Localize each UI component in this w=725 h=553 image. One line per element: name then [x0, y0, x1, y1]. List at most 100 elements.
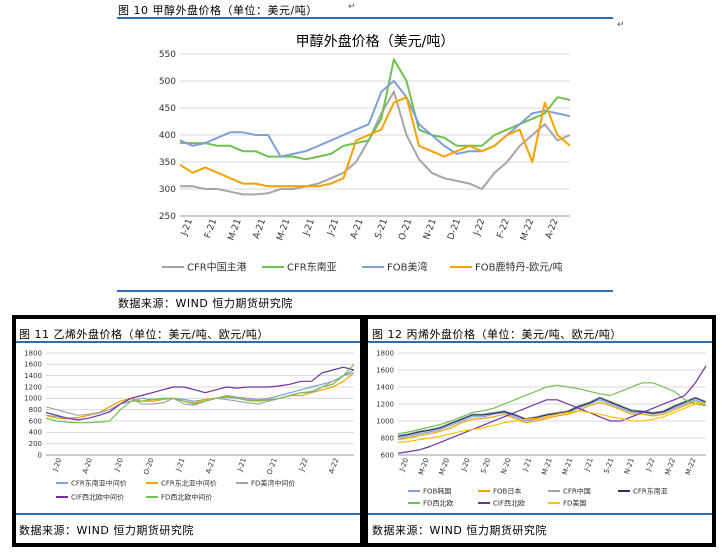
figure-10-caption: 图 10 甲醇外盘价格（单位：美元/吨） [118, 4, 318, 17]
x-tick-label: J-21 [174, 457, 186, 473]
x-tick-label: N-21 [623, 457, 636, 475]
y-tick-label: 800 [29, 406, 42, 414]
x-tick-label: A-20 [81, 457, 94, 475]
ethylene-chart: 0 200 400 600 800 1000 1200 1400 1600 1800 J-20 A-2… [24, 349, 355, 501]
x-tick-label: J-20 [112, 457, 124, 473]
x-tick-label: M-20 [438, 457, 451, 476]
legend-label: CFR东北亚中间价 [161, 478, 217, 487]
x-tick-label: M-20 [417, 457, 430, 476]
series-line [45, 372, 355, 420]
caption-underline [16, 341, 360, 343]
x-tick-label: J-21 [301, 218, 317, 238]
legend-label: FD美湾中间价 [251, 478, 295, 487]
y-tick-label: 600 [29, 417, 42, 425]
y-tick-label: 1200 [376, 400, 394, 408]
x-tick-label: M-21 [561, 457, 574, 476]
return-mark: ↵ [617, 20, 625, 30]
series-line [45, 363, 355, 424]
series-line [397, 396, 707, 437]
legend-label: CFR东南亚 [633, 486, 668, 495]
x-tick-label: N-21 [422, 218, 439, 242]
x-tick-label: J-21 [521, 457, 533, 473]
x-tick-label: J-22 [644, 457, 656, 473]
x-tick-label: M-22 [684, 457, 697, 476]
y-tick-label: 300 [159, 185, 176, 195]
y-tick-label: 400 [29, 429, 42, 437]
y-tick-label: 1600 [24, 361, 42, 369]
series-line [45, 366, 355, 421]
y-tick-label: 200 [29, 440, 42, 448]
y-tick-label: 1000 [24, 395, 42, 403]
y-tick-label: 1400 [376, 383, 394, 391]
x-tick-label: M-21 [540, 457, 553, 476]
series-line [397, 382, 707, 435]
figure-11-source: 数据来源：WIND 恒力期货研究院 [19, 524, 194, 537]
y-tick-label: 1800 [376, 349, 394, 357]
x-tick-label: A-21 [204, 457, 217, 475]
legend-label: FOB韩国 [423, 486, 451, 495]
series-line [179, 96, 571, 188]
series-line [180, 58, 571, 161]
legend-label: CIF西北欧中间价 [71, 492, 124, 501]
x-tick-label: O-20 [142, 457, 155, 476]
x-tick-label: J-21 [583, 457, 595, 473]
x-tick-label: O-21 [265, 457, 278, 476]
y-tick-label: 1400 [24, 372, 42, 380]
x-tick-label: J-21 [179, 218, 195, 238]
x-tick-label: J-21 [236, 457, 248, 473]
legend-label: CFR东南亚中间价 [71, 478, 127, 487]
x-tick-label: F-22 [496, 218, 512, 240]
x-tick-label: S-21 [374, 218, 390, 241]
x-tick-label: M-21 [275, 218, 292, 243]
y-tick-label: 550 [159, 50, 176, 60]
x-tick-label: N-20 [500, 457, 513, 475]
figure-12-frame [364, 315, 716, 547]
propylene-chart: 600 800 1000 1200 1400 1600 1800 J-20 M-20 M-20 J-… [376, 349, 707, 507]
legend-label: FD西北欧中间价 [161, 492, 212, 501]
caption-underline [117, 17, 613, 19]
legend-label: CIF西北欧 [493, 498, 525, 507]
figure-11-caption: 图 11 乙烯外盘价格（单位：美元/吨、欧元/吨） [19, 328, 269, 341]
caption-underline [368, 341, 712, 343]
source-line [368, 513, 712, 515]
y-tick-label: 1000 [376, 417, 394, 425]
figure-12-caption: 图 12 丙烯外盘价格（单位：美元/吨、欧元/吨） [372, 328, 622, 341]
x-tick-label: M-21 [227, 218, 244, 243]
x-tick-label: J-20 [51, 457, 63, 473]
series-line [179, 80, 571, 158]
y-tick-label: 450 [159, 104, 176, 114]
return-mark: ↵ [348, 2, 356, 12]
x-tick-label: M-22 [519, 218, 536, 243]
series-line [397, 400, 707, 441]
series-line [180, 90, 571, 196]
y-tick-label: 0 [38, 451, 42, 459]
x-tick-label: S-20 [479, 457, 492, 475]
x-tick-label: M-22 [664, 457, 677, 476]
y-tick-label: 1600 [376, 366, 394, 374]
y-tick-label: 1800 [24, 349, 42, 357]
x-tick-label: J-22 [472, 218, 488, 238]
y-tick-label: 1200 [24, 383, 42, 391]
y-tick-label: 400 [159, 131, 176, 141]
series-line [397, 365, 707, 454]
legend-label: FOB鹿特丹-欧元/吨 [475, 260, 562, 273]
x-tick-label: D-21 [446, 218, 463, 242]
source-line [117, 290, 613, 292]
y-tick-label: 350 [159, 158, 176, 168]
legend-label: CFR中国主港 [187, 260, 247, 273]
legend-label: FD西北欧 [423, 498, 453, 507]
x-tick-label: O-21 [397, 218, 414, 242]
y-tick-label: 500 [159, 77, 176, 87]
legend-label: CFR东南亚 [287, 260, 337, 273]
y-tick-label: 250 [159, 212, 176, 222]
x-tick-label: J-20 [398, 457, 410, 473]
methanol-chart: 甲醇外盘价格（美元/吨） 250 300 350 400 450 500 550 J-21 F-2… [159, 33, 571, 273]
figure-11-frame [12, 315, 364, 547]
y-tick-label: 800 [381, 434, 394, 442]
x-tick-label: J-21 [326, 218, 342, 238]
legend-label: CFR中国 [563, 486, 591, 495]
x-tick-label: S-21 [603, 457, 616, 475]
x-tick-label: J-20 [459, 457, 471, 473]
chart-title: 甲醇外盘价格（美元/吨） [296, 33, 455, 50]
x-tick-label: A-22 [327, 457, 340, 475]
